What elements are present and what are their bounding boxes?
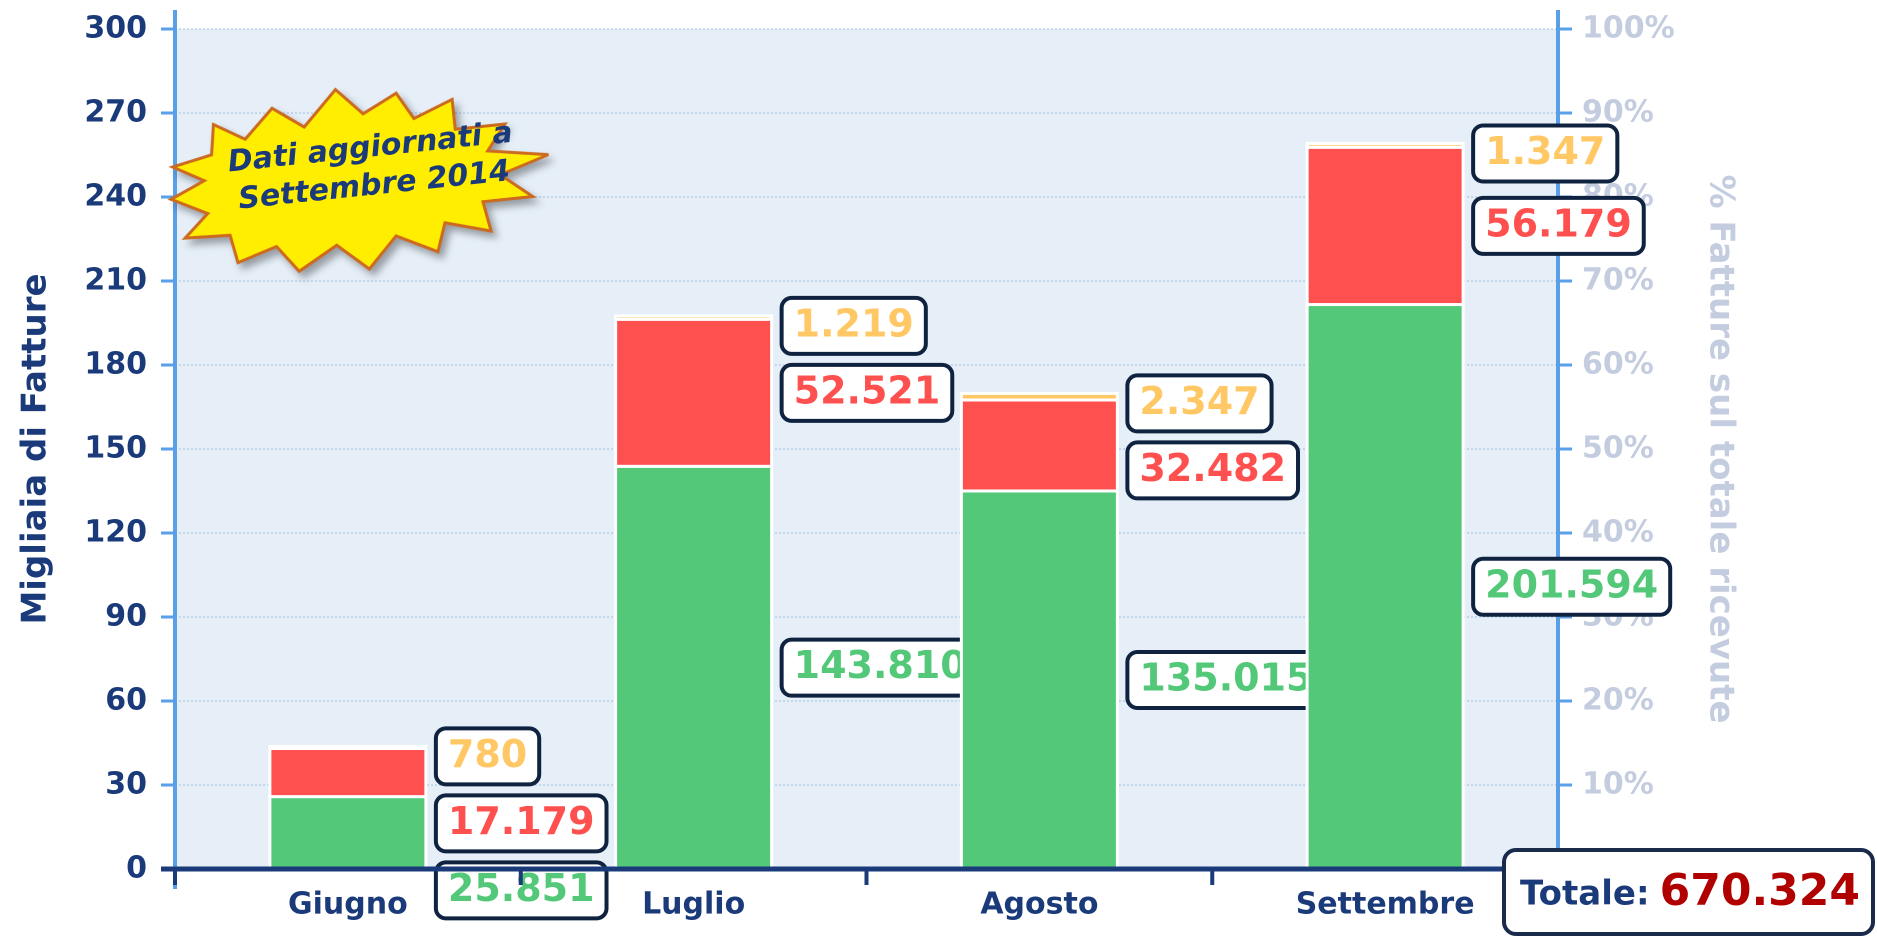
data-label: 143.810 [779, 637, 981, 698]
y-tick-label: 210 [84, 263, 147, 298]
y2-tick-label: 10% [1582, 767, 1654, 802]
data-label-box [1471, 195, 1646, 256]
y2-axis-title: % Fatture sul totale ricevute [1702, 174, 1742, 723]
bar-segment [1305, 141, 1465, 149]
y2-tick-label: 20% [1582, 683, 1654, 718]
y-tick-label: 240 [84, 179, 147, 214]
data-label-box [433, 860, 609, 921]
y-tick-label: 60 [105, 683, 147, 718]
x-tick-label: Luglio [642, 887, 745, 922]
data-label-text: 1.347 [1485, 129, 1605, 173]
data-label-text: 17.179 [448, 799, 595, 843]
data-label-box [1125, 373, 1274, 434]
data-label-box [779, 295, 928, 356]
bar-segment [959, 489, 1119, 871]
data-label-box [433, 726, 542, 787]
y-tick-label: 300 [84, 11, 147, 46]
data-label-box [1471, 556, 1673, 617]
data-label-box [779, 362, 955, 423]
data-label: 201.594 [1471, 556, 1673, 617]
data-label: 32.482 [1125, 440, 1301, 501]
y-tick-label: 30 [105, 767, 147, 802]
total-box: Totale: 670.324 [1502, 848, 1875, 936]
x-tick-label: Agosto [980, 887, 1098, 922]
data-label-text: 143.810 [794, 643, 967, 687]
total-frame [1502, 848, 1875, 936]
data-label: 1.347 [1471, 123, 1620, 184]
bar-segment [268, 747, 428, 799]
bar-segment [959, 398, 1119, 493]
y2-tick-label: 70% [1582, 263, 1654, 298]
x-tick-label: Giugno [288, 887, 408, 922]
bar-segment [1305, 145, 1465, 307]
y-tick-label: 270 [84, 95, 147, 130]
bar-segment [268, 744, 428, 751]
data-label-text: 2.347 [1139, 379, 1259, 423]
y-tick-label: 150 [84, 431, 147, 466]
bar-segment [614, 314, 774, 321]
y-tick-label: 120 [84, 515, 147, 550]
total-value: 670.324 [1660, 865, 1860, 916]
data-label: 52.521 [779, 362, 955, 423]
bar-segment [1305, 303, 1465, 871]
data-label-text: 32.482 [1139, 446, 1286, 490]
data-label-text: 56.179 [1485, 201, 1632, 245]
data-label: 1.219 [779, 295, 928, 356]
data-label: 17.179 [433, 793, 609, 854]
y2-tick-label: 60% [1582, 347, 1654, 382]
data-label: 2.347 [1125, 373, 1274, 434]
y-tick-label: 0 [126, 851, 147, 886]
data-label: 135.015 [1125, 649, 1327, 710]
data-label: 56.179 [1471, 195, 1646, 256]
bar-segment [614, 317, 774, 468]
data-label-text: 780 [448, 732, 527, 776]
x-tick-label: Settembre [1296, 887, 1475, 922]
y-tick-label: 180 [84, 347, 147, 382]
data-label-text: 201.594 [1485, 562, 1658, 606]
data-label-box [1125, 440, 1301, 501]
data-label: 780 [433, 726, 542, 787]
y2-tick-label: 50% [1582, 431, 1654, 466]
bar-segment [268, 795, 428, 871]
annotation: Dati aggiornati a Settembre 2014 [167, 87, 549, 274]
y2-tick-label: 40% [1582, 515, 1654, 550]
total-label: Totale: [1520, 874, 1650, 914]
bar-segment [959, 391, 1119, 402]
data-label-text: 1.219 [794, 301, 914, 345]
data-label-text: 52.521 [794, 368, 941, 412]
y-axis-title: Migliaia di Fatture [15, 273, 55, 624]
data-label-text: 135.015 [1139, 655, 1312, 699]
data-label-box [433, 793, 609, 854]
y2-tick-label: 100% [1582, 11, 1675, 46]
bar-segment [614, 464, 774, 871]
y-tick-label: 90 [105, 599, 147, 634]
data-label-box [1471, 123, 1620, 184]
